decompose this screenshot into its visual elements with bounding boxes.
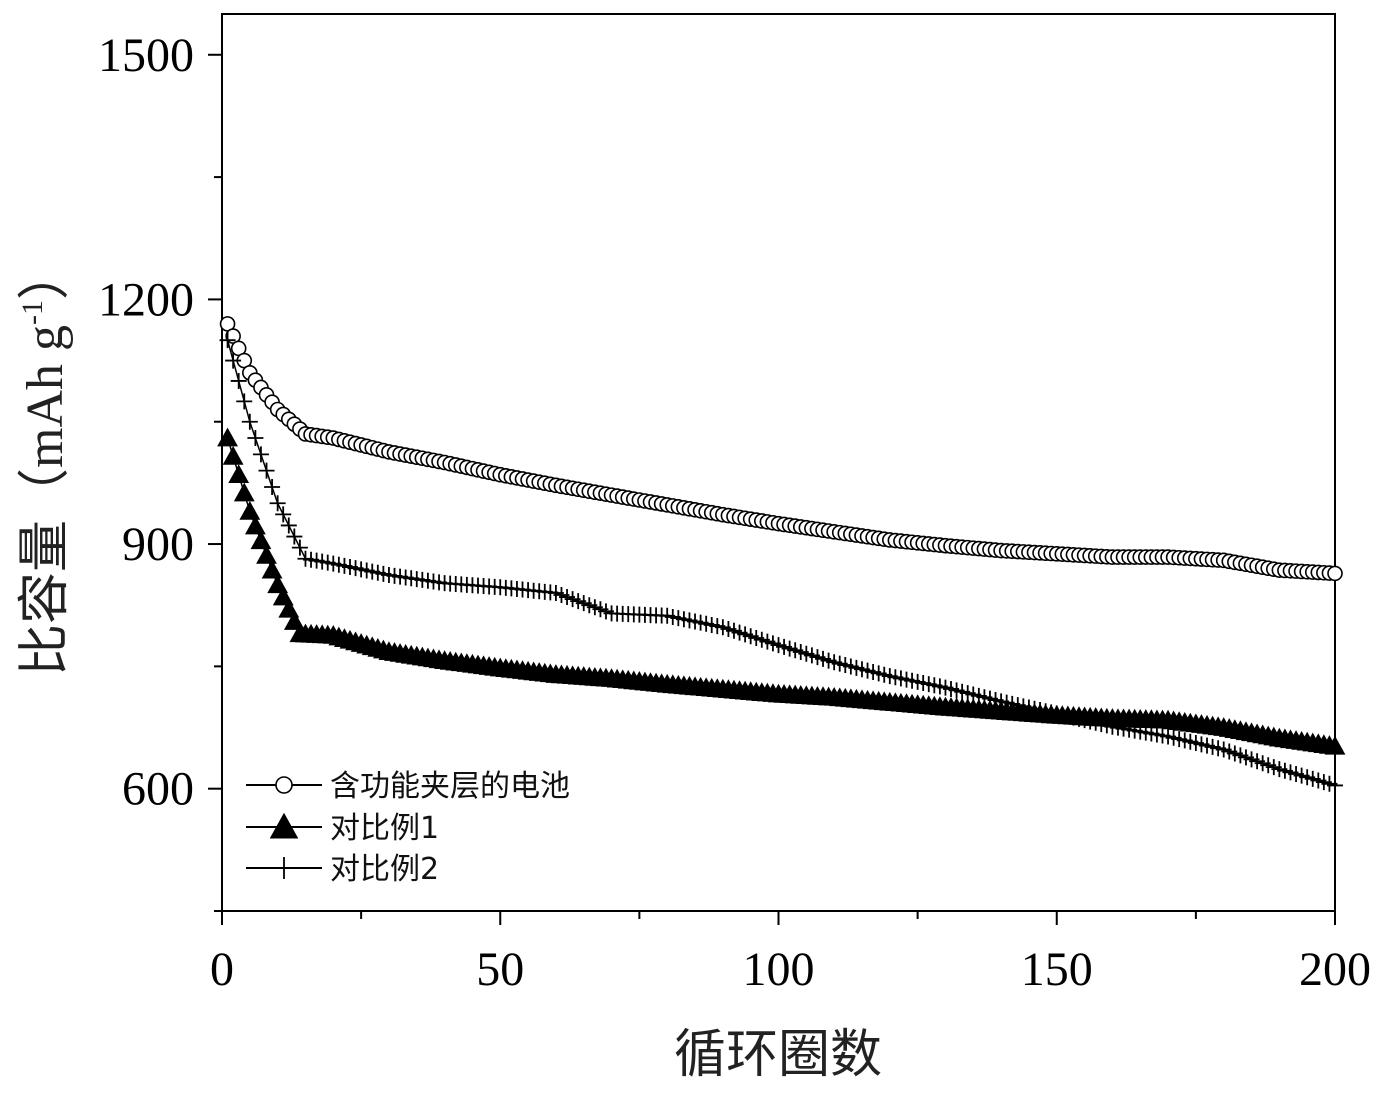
data-point xyxy=(258,462,275,479)
data-point xyxy=(230,372,247,389)
data-point xyxy=(228,464,250,484)
data-point xyxy=(217,427,238,447)
data-point xyxy=(261,559,283,579)
legend-entry: 含功能夹层的电池 xyxy=(246,769,570,804)
data-point xyxy=(225,352,242,369)
x-axis-title: 循环圈数 xyxy=(674,1025,882,1085)
legend-entry: 对比例2 xyxy=(246,852,439,887)
data-point xyxy=(239,501,261,520)
x-tick-label: 150 xyxy=(1021,943,1093,996)
data-point xyxy=(252,446,269,463)
legend-entry: 对比例1 xyxy=(246,811,439,846)
data-point xyxy=(250,530,272,550)
legend-label: 含功能夹层的电池 xyxy=(330,769,570,804)
y-tick-label: 1200 xyxy=(98,273,194,326)
y-axis-title-superscript: -1 xyxy=(16,300,49,325)
y-axis-title-main: 比容量（ xyxy=(15,468,75,676)
legend-marker xyxy=(269,812,299,839)
y-tick-label: 1500 xyxy=(98,29,194,82)
data-point xyxy=(1324,735,1346,755)
data-point xyxy=(1327,565,1343,582)
data-point xyxy=(256,545,277,564)
data-point xyxy=(241,413,258,430)
x-tick-label: 200 xyxy=(1299,943,1371,996)
legend-label: 对比例2 xyxy=(330,852,439,887)
data-point xyxy=(219,332,236,349)
data-point xyxy=(264,478,281,495)
data-point xyxy=(222,445,244,465)
legend-marker xyxy=(273,857,295,879)
x-tick-label: 50 xyxy=(476,943,524,996)
series-3 xyxy=(219,332,1343,794)
y-tick-label: 900 xyxy=(122,518,194,571)
legend-label: 对比例1 xyxy=(330,811,439,846)
axis-ticks xyxy=(208,53,1336,925)
data-point xyxy=(269,495,286,512)
y-axis-title: 比容量（mAh g-1） xyxy=(15,248,75,676)
y-tick-label: 600 xyxy=(122,763,194,816)
data-point xyxy=(233,482,255,502)
data-point xyxy=(275,506,292,523)
data-point xyxy=(286,528,303,545)
x-tick-label: 0 xyxy=(210,943,234,996)
y-axis-title-unit: mAh g xyxy=(17,325,74,468)
series-2 xyxy=(217,427,1346,755)
series-1 xyxy=(219,316,1343,582)
legend-marker xyxy=(275,776,293,794)
y-axis-title-close: ） xyxy=(15,248,75,300)
data-point xyxy=(280,517,297,534)
data-point xyxy=(247,430,264,447)
series-layer xyxy=(217,316,1346,794)
data-point xyxy=(1327,777,1343,794)
data-point xyxy=(244,515,266,535)
data-point xyxy=(291,539,308,556)
data-point xyxy=(236,393,253,410)
x-tick-label: 100 xyxy=(743,943,815,996)
tick-labels: 0 50 100 150 200 600 900 1200 1500 xyxy=(98,29,1371,996)
